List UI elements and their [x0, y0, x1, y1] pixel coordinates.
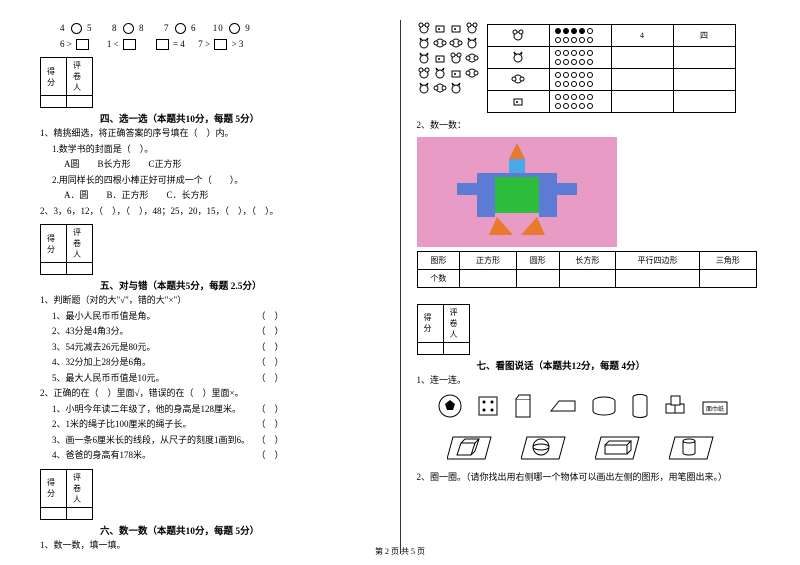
- q5-2-4: 4、爸爸的身高有178米。（ ）: [52, 449, 384, 463]
- cat-icon: [511, 50, 525, 64]
- q6-2: 2、数一数：: [417, 119, 761, 133]
- count-table: 4 四: [487, 24, 736, 113]
- q5-1: 1、判断题（对的大"√"，错的大"×"）: [40, 294, 384, 308]
- q5-1-2: 2、43分是4角3分。（ ）: [52, 325, 384, 339]
- q5-2-1: 1、小明今年读二年级了，他的身高是128厘米。（ ）: [52, 403, 384, 417]
- left-column: 4 5 8 8 7 6 10 9 6 > 1 < = 4 7 > > 3 得分评…: [30, 20, 394, 554]
- frog-icon: [417, 66, 431, 80]
- cow-icon: [433, 51, 447, 65]
- q4-1b: 2.用同样长的四根小棒正好可拼成一个（ ）。: [52, 174, 384, 188]
- cat-icon: [465, 36, 479, 50]
- q5-1-3: 3、54元减去26元是80元。（ ）: [52, 341, 384, 355]
- monkey-icon: [433, 81, 447, 95]
- cow-icon: [449, 66, 463, 80]
- section-7-title: 七、看图说话（本题共12分，每题 4分）: [477, 358, 761, 372]
- svg-text:面巾纸: 面巾纸: [705, 405, 723, 413]
- shape-count-table: 图形 正方形 圆形 长方形 平行四边形 三角形 个数: [417, 251, 757, 288]
- right-column: 4 四 2、数一数：: [407, 20, 771, 554]
- tissue-box-icon: 面巾纸: [701, 396, 729, 416]
- frog-icon: [465, 21, 479, 35]
- q4-1: 1、精挑细选，将正确答案的序号填在（ ）内。: [40, 127, 384, 141]
- q5-2-2: 2、1米的绳子比100厘米的绳子长。（ ）: [52, 418, 384, 432]
- drum-icon: [591, 395, 617, 417]
- cat-icon: [417, 81, 431, 95]
- sphere-box-icon: [521, 425, 571, 465]
- cow-icon: [433, 21, 447, 35]
- q4-1a: 1.数学书的封面是（ ）。: [52, 143, 384, 157]
- cube-box-icon: [447, 425, 497, 465]
- cow-icon: [449, 21, 463, 35]
- q4-2: 2、3，6，12，（ ），（ ），48；25，20，15，（ ），（ ）。: [40, 205, 384, 219]
- compare-row-2: 6 > 1 < = 4 7 > > 3: [60, 38, 384, 52]
- robot-figure: [417, 137, 617, 247]
- monkey-icon: [465, 51, 479, 65]
- cat-icon: [417, 36, 431, 50]
- score-box-4: 得分评卷人: [40, 57, 93, 108]
- cuboid-box-icon: [595, 425, 645, 465]
- monkey-icon: [433, 36, 447, 50]
- cat-icon: [449, 81, 463, 95]
- monkey-icon: [511, 72, 525, 86]
- monkey-icon: [449, 36, 463, 50]
- q5-1-1: 1、最小人民币币值是角。（ ）: [52, 310, 384, 324]
- section-5-title: 五、对与错（本题共5分，每题 2.5分）: [100, 278, 384, 292]
- q4-1b-opts: A．圆 B．正方形 C．长方形: [64, 189, 384, 203]
- frog-icon: [417, 21, 431, 35]
- score-box-7: 得分评卷人: [417, 304, 470, 355]
- q5-2: 2、正确的在（ ）里面√，错误的在（ ）里面×。: [40, 387, 384, 401]
- frog-icon: [449, 51, 463, 65]
- section-4-title: 四、选一选（本题共10分，每题 5分）: [100, 111, 384, 125]
- q5-1-4: 4、32分加上28分是6角。（ ）: [52, 356, 384, 370]
- can-icon: [631, 393, 649, 419]
- cat-icon: [417, 51, 431, 65]
- score-box-6: 得分评卷人: [40, 469, 93, 520]
- q7-1: 1、连一连。: [417, 374, 761, 388]
- score-box-5: 得分评卷人: [40, 224, 93, 275]
- cow-icon: [511, 94, 525, 108]
- cylinder-box-icon: [669, 425, 719, 465]
- monkey-icon: [465, 66, 479, 80]
- q5-2-3: 3、画一条6厘米长的线段，从尺子的刻度1画到6。（ ）: [52, 434, 384, 448]
- shape-box-row: [447, 425, 761, 465]
- animal-grid: [417, 20, 479, 96]
- frog-icon: [511, 28, 525, 42]
- soccer-ball-icon: [437, 393, 463, 419]
- cube-stack-icon: [663, 394, 687, 418]
- milk-box-icon: [513, 393, 533, 419]
- dice-icon: [477, 395, 499, 417]
- q4-1a-opts: A圆 B长方形 C正方形: [64, 158, 384, 172]
- section-6-title: 六、数一数（本题共10分，每题 5分）: [100, 523, 384, 537]
- q5-1-5: 5、最大人民币币值是10元。（ ）: [52, 372, 384, 386]
- object-icons-row: 面巾纸: [437, 393, 761, 419]
- compare-row-1: 4 5 8 8 7 6 10 9: [60, 22, 384, 36]
- cat-icon: [433, 66, 447, 80]
- column-divider: [400, 20, 401, 554]
- eraser-icon: [547, 397, 577, 415]
- page-footer: 第 2 页 共 5 页: [0, 546, 800, 557]
- q7-2: 2、圈一圈。（请你找出用右侧哪一个物体可以画出左侧的图形，用笔圈出来。）: [417, 471, 761, 485]
